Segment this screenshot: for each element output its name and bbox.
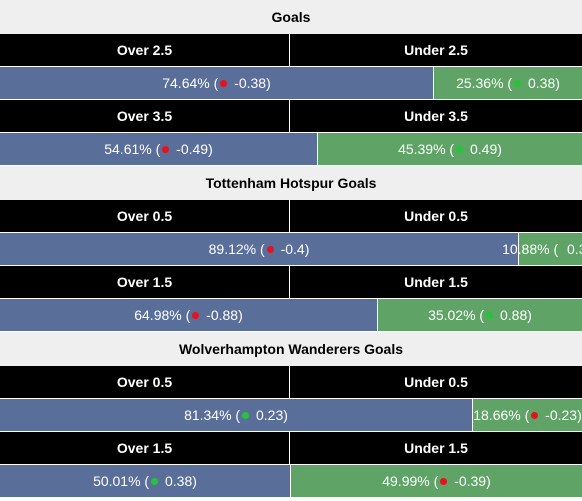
over-segment: 54.61% ( -0.49) bbox=[0, 133, 317, 165]
trend-up-icon bbox=[514, 79, 522, 87]
over-label: Over 0.5 bbox=[0, 200, 290, 232]
under-segment: 18.66% ( -0.23) bbox=[473, 399, 582, 431]
over-change: -0.38 bbox=[234, 75, 267, 91]
section-title: Goals bbox=[0, 0, 582, 34]
under-label: Under 1.5 bbox=[404, 440, 468, 456]
trend-down-icon bbox=[220, 79, 228, 87]
market-header: Over 0.5 Under 0.5 bbox=[0, 366, 582, 398]
over-change: 0.38 bbox=[165, 473, 193, 489]
probability-bar: 89.12% ( -0.4)10.88% ( 0.39) bbox=[0, 233, 582, 265]
market-header: Over 3.5 Under 3.5 bbox=[0, 100, 582, 132]
probability-bar: 54.61% ( -0.49) 45.39% ( 0.49) bbox=[0, 133, 582, 165]
trend-down-icon bbox=[531, 411, 539, 419]
under-label: Under 0.5 bbox=[404, 208, 468, 224]
trend-up-icon bbox=[456, 145, 464, 153]
section-title: Wolverhampton Wanderers Goals bbox=[0, 332, 582, 366]
over-percent: 50.01% bbox=[93, 473, 141, 489]
market-header: Over 1.5 Under 1.5 bbox=[0, 432, 582, 464]
under-percent: 35.02% bbox=[428, 307, 476, 323]
over-percent: 54.61% bbox=[104, 141, 152, 157]
over-label: Over 0.5 bbox=[0, 366, 290, 398]
over-change: 0.23 bbox=[256, 407, 284, 423]
market-header: Over 1.5 Under 1.5 bbox=[0, 266, 582, 298]
under-change: -0.39 bbox=[454, 473, 487, 489]
under-segment: 45.39% ( 0.49) bbox=[318, 133, 582, 165]
over-change: -0.4 bbox=[280, 241, 305, 257]
trend-down-icon bbox=[440, 477, 448, 485]
under-label: Under 3.5 bbox=[404, 108, 468, 124]
under-label: Under 2.5 bbox=[404, 42, 468, 58]
under-percent: 10.88% bbox=[502, 241, 550, 257]
over-label: Over 1.5 bbox=[0, 266, 290, 298]
under-change: -0.23 bbox=[545, 407, 578, 423]
under-percent: 45.39% bbox=[398, 141, 446, 157]
over-change: -0.49 bbox=[176, 141, 209, 157]
over-segment: 64.98% ( -0.88) bbox=[0, 299, 377, 331]
over-percent: 74.64% bbox=[162, 75, 210, 91]
under-percent: 49.99% bbox=[382, 473, 430, 489]
under-percent: 18.66% bbox=[473, 407, 521, 423]
probability-bar: 64.98% ( -0.88) 35.02% ( 0.88) bbox=[0, 299, 582, 331]
over-label: Over 1.5 bbox=[0, 432, 290, 464]
over-label: Over 3.5 bbox=[0, 100, 290, 132]
under-segment: 49.99% ( -0.39) bbox=[291, 465, 582, 497]
probability-bar: 74.64% ( -0.38) 25.36% ( 0.38) bbox=[0, 67, 582, 99]
section-title: Tottenham Hotspur Goals bbox=[0, 166, 582, 200]
over-percent: 81.34% bbox=[184, 407, 232, 423]
under-label: Under 1.5 bbox=[404, 274, 468, 290]
trend-up-icon bbox=[151, 477, 159, 485]
under-segment: 35.02% ( 0.88) bbox=[378, 299, 582, 331]
market-header: Over 2.5 Under 2.5 bbox=[0, 34, 582, 66]
over-segment: 81.34% ( 0.23) bbox=[0, 399, 472, 431]
trend-down-icon bbox=[266, 245, 274, 253]
over-segment: 89.12% ( -0.4) bbox=[0, 233, 518, 265]
under-change: 0.88 bbox=[500, 307, 528, 323]
under-percent: 25.36% bbox=[456, 75, 504, 91]
probability-bar: 50.01% ( 0.38) 49.99% ( -0.39) bbox=[0, 465, 582, 497]
under-segment: 25.36% ( 0.38) bbox=[434, 67, 582, 99]
under-label: Under 0.5 bbox=[404, 374, 468, 390]
over-segment: 50.01% ( 0.38) bbox=[0, 465, 290, 497]
probability-bar: 81.34% ( 0.23) 18.66% ( -0.23) bbox=[0, 399, 582, 431]
trend-up-icon bbox=[486, 311, 494, 319]
over-percent: 89.12% bbox=[208, 241, 257, 257]
over-label: Over 2.5 bbox=[0, 34, 290, 66]
over-change: -0.88 bbox=[206, 307, 239, 323]
trend-down-icon bbox=[162, 145, 170, 153]
over-percent: 64.98% bbox=[134, 307, 182, 323]
under-segment: 10.88% ( 0.39) bbox=[502, 233, 582, 265]
over-segment: 74.64% ( -0.38) bbox=[0, 67, 433, 99]
market-header: Over 0.5 Under 0.5 bbox=[0, 200, 582, 232]
trend-down-icon bbox=[192, 311, 200, 319]
under-change: 0.49 bbox=[470, 141, 498, 157]
under-change: 0.39 bbox=[567, 241, 582, 257]
trend-up-icon bbox=[242, 411, 250, 419]
under-change: 0.38 bbox=[528, 75, 556, 91]
